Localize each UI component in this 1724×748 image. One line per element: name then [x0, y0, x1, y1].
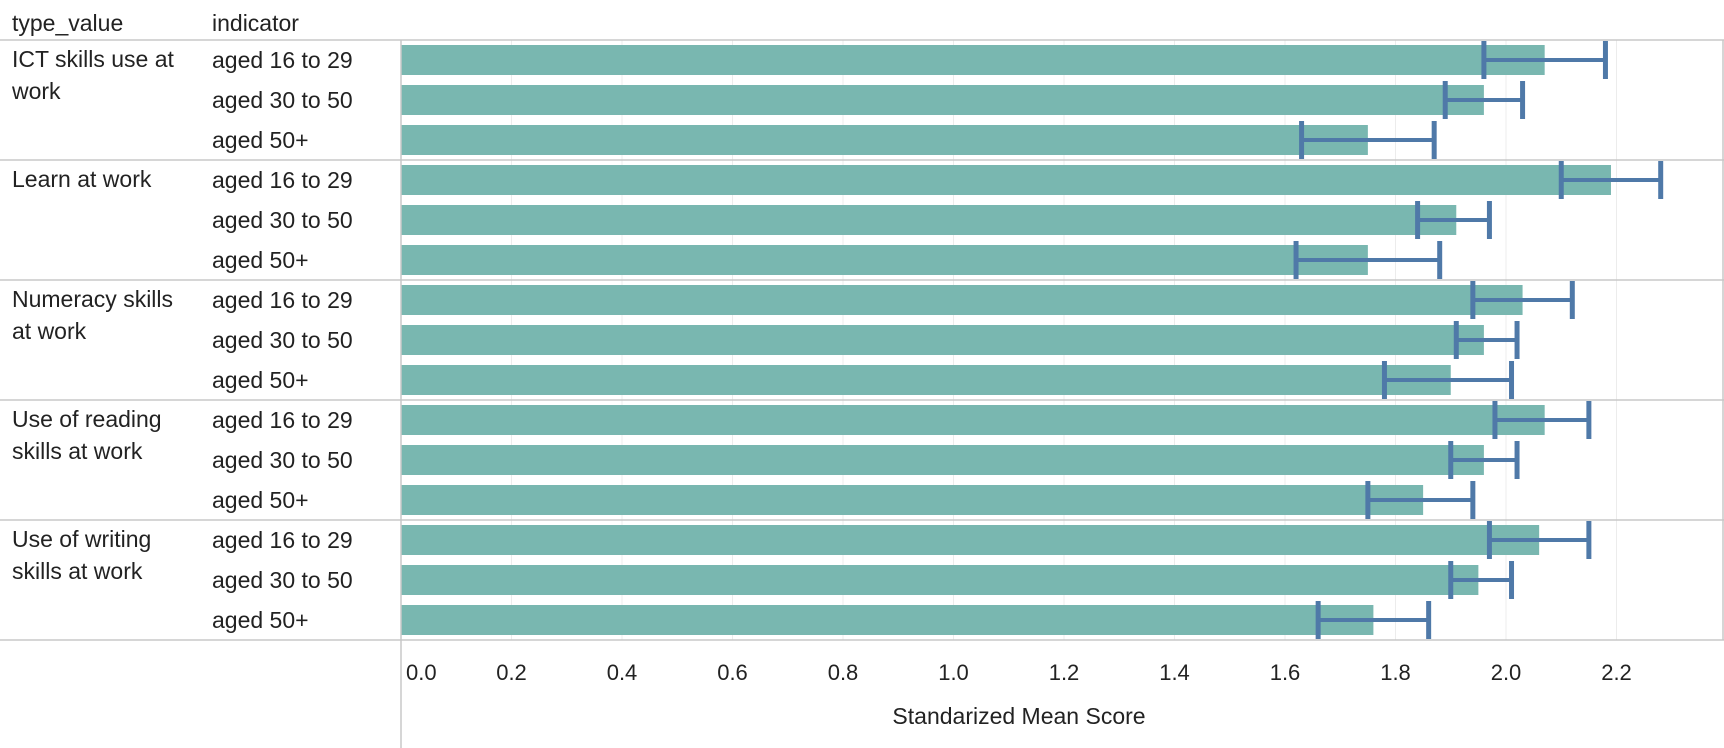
header-type-value: type_value — [12, 10, 123, 36]
bar — [401, 125, 1368, 155]
x-tick-label: 2.2 — [1601, 660, 1632, 685]
indicator-label: aged 16 to 29 — [212, 167, 353, 193]
bar — [401, 285, 1523, 315]
bar — [401, 165, 1611, 195]
bar — [401, 245, 1368, 275]
x-tick-label: 1.4 — [1159, 660, 1190, 685]
group-label: Learn at work — [12, 166, 152, 192]
x-axis-title: Standarized Mean Score — [892, 703, 1145, 729]
group-label: work — [11, 78, 61, 104]
row-labels: type_value indicator ICT skills use at wo… — [11, 10, 353, 633]
indicator-label: aged 50+ — [212, 127, 309, 153]
bar — [401, 485, 1424, 515]
group-label: skills at work — [12, 558, 143, 584]
x-tick-label: 0.6 — [717, 660, 748, 685]
indicator-label: aged 16 to 29 — [212, 47, 353, 73]
indicator-label: aged 30 to 50 — [212, 87, 353, 113]
group-label: skills at work — [12, 438, 143, 464]
header-indicator: indicator — [212, 10, 299, 36]
x-tick-label: 2.0 — [1491, 660, 1522, 685]
bar — [401, 445, 1484, 475]
group-label: Use of writing — [12, 526, 151, 552]
bars — [401, 45, 1611, 635]
group-label: at work — [12, 318, 87, 344]
bar — [401, 605, 1374, 635]
indicator-label: aged 50+ — [212, 247, 309, 273]
indicator-label: aged 30 to 50 — [212, 207, 353, 233]
indicator-label: aged 16 to 29 — [212, 407, 353, 433]
x-axis: Standarized Mean Score 0.0 0.2 0.4 0.6 0.8 1.… — [406, 660, 1632, 729]
bar — [401, 565, 1479, 595]
error-bars — [1293, 41, 1664, 639]
indicator-label: aged 30 to 50 — [212, 447, 353, 473]
bar — [401, 85, 1484, 115]
bar — [401, 365, 1451, 395]
x-tick-label: 1.2 — [1049, 660, 1080, 685]
indicator-label: aged 50+ — [212, 367, 309, 393]
group-label: Numeracy skills — [12, 286, 173, 312]
table-frame — [0, 39, 1724, 748]
bar — [401, 405, 1545, 435]
indicator-label: aged 30 to 50 — [212, 567, 353, 593]
indicator-label: aged 30 to 50 — [212, 327, 353, 353]
x-tick-label: 1.0 — [938, 660, 969, 685]
bar — [401, 525, 1540, 555]
indicator-label: aged 16 to 29 — [212, 287, 353, 313]
x-tick-label: 1.6 — [1270, 660, 1301, 685]
bar — [401, 325, 1484, 355]
indicator-label: aged 16 to 29 — [212, 527, 353, 553]
x-tick-label: 0.8 — [828, 660, 859, 685]
x-tick-label: 0.0 — [406, 660, 437, 685]
indicator-label: aged 50+ — [212, 487, 309, 513]
x-tick-label: 0.4 — [607, 660, 638, 685]
bar — [401, 205, 1457, 235]
x-tick-label: 0.2 — [496, 660, 527, 685]
group-label: Use of reading — [12, 406, 162, 432]
group-label: ICT skills use at — [12, 46, 175, 72]
x-tick-label: 1.8 — [1380, 660, 1411, 685]
indicator-label: aged 50+ — [212, 607, 309, 633]
bar — [401, 45, 1545, 75]
